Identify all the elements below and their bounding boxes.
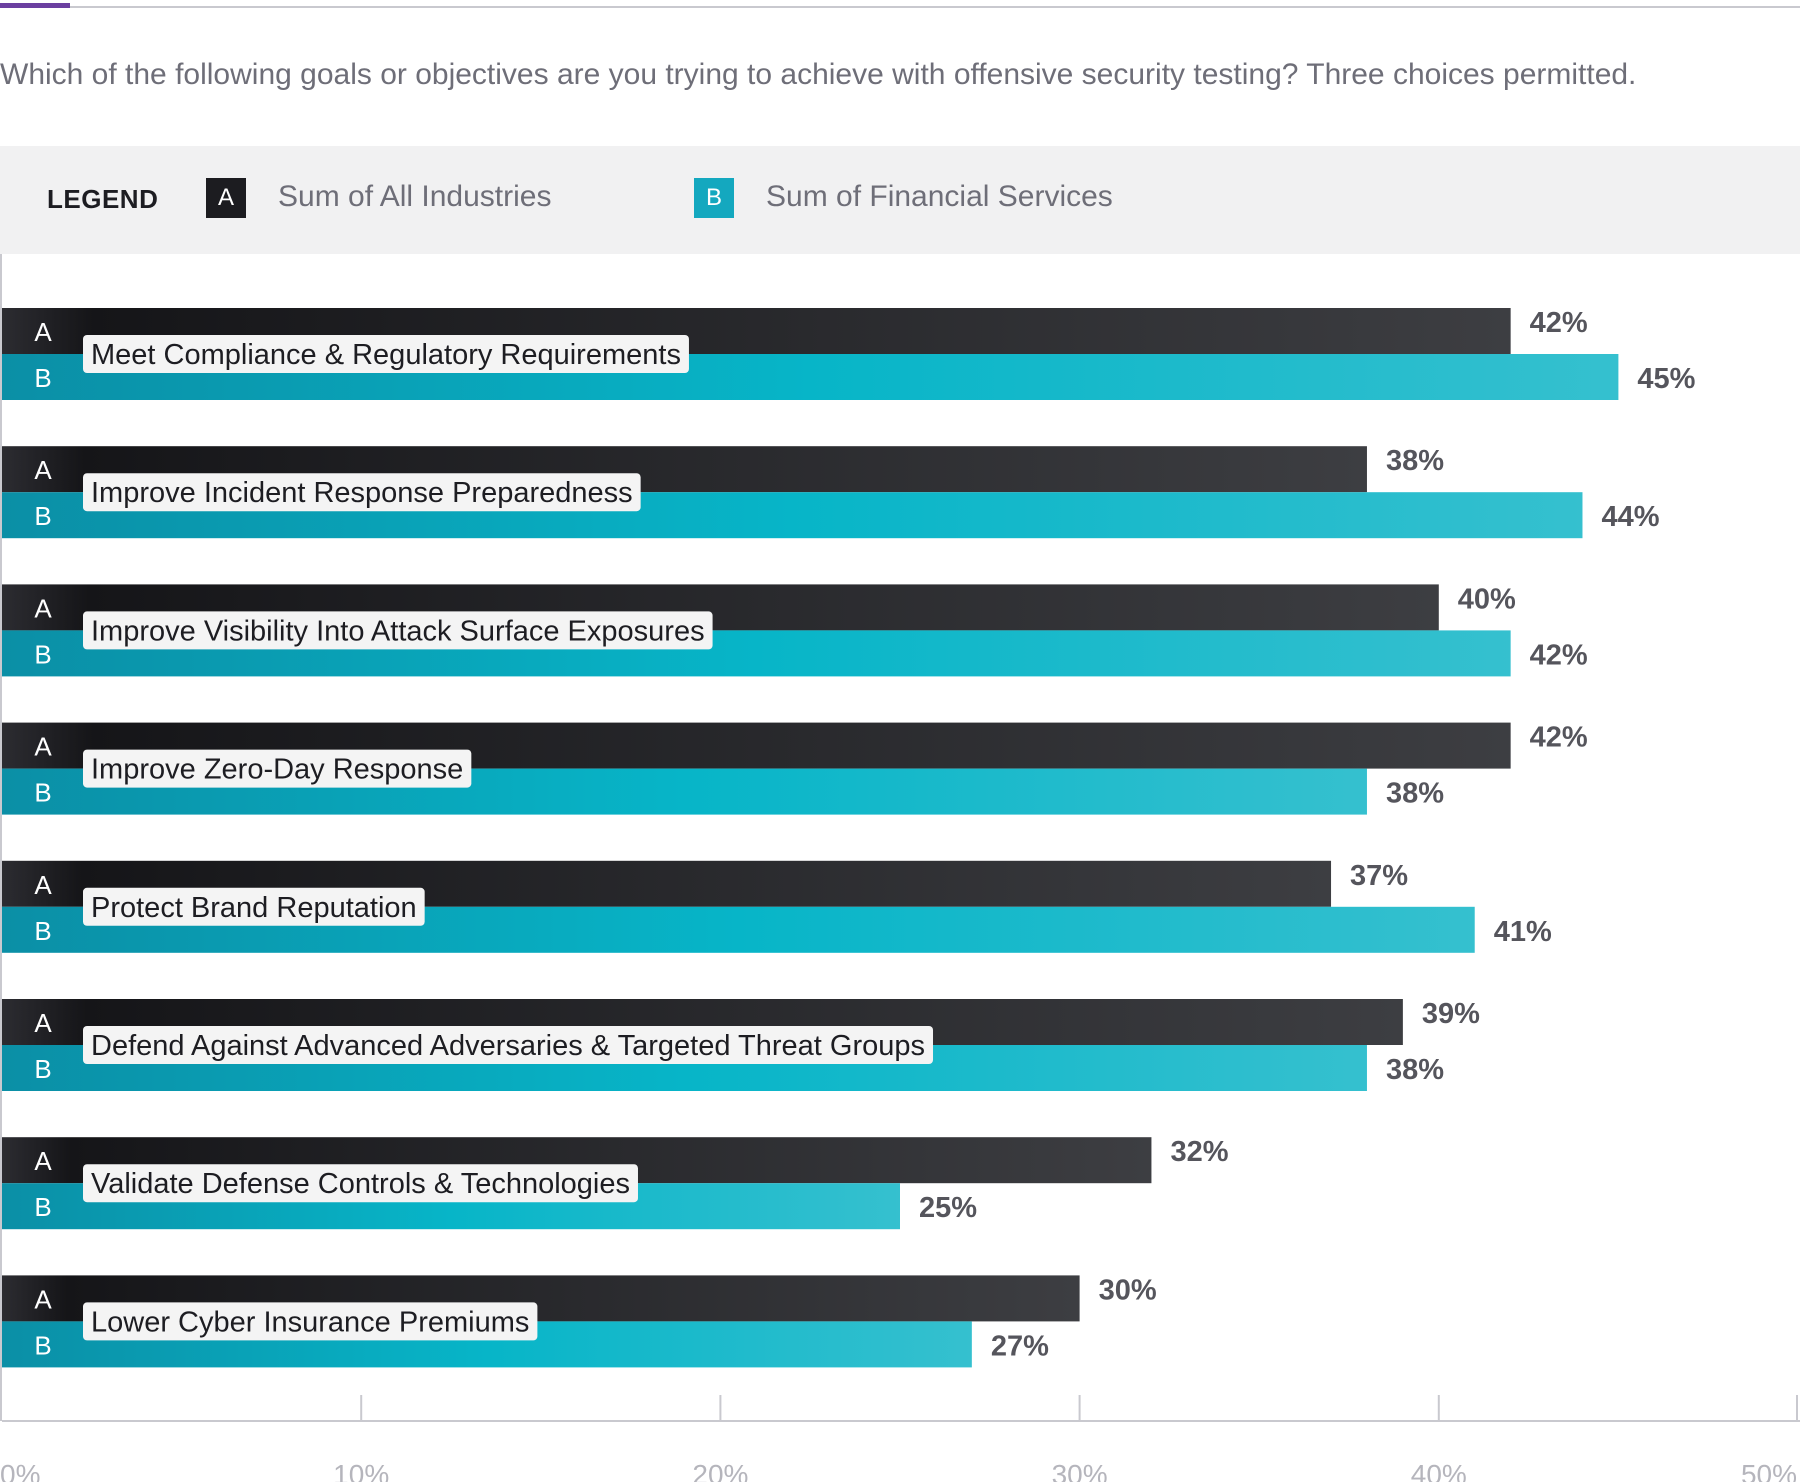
top-divider-accent [0, 3, 70, 8]
category-label-box [83, 1164, 638, 1203]
category-label-box [83, 611, 713, 650]
x-tick-label: 20% [692, 1459, 748, 1482]
value-label-b: 44% [1601, 501, 1659, 533]
bar-letter-a: A [34, 732, 52, 762]
value-label-b: 42% [1530, 639, 1588, 671]
category-label-box [83, 1026, 934, 1064]
value-label-b: 45% [1637, 363, 1695, 395]
chart-legend: LEGEND A Sum of All Industries B Sum of … [0, 146, 1800, 254]
value-label-a: 32% [1170, 1136, 1228, 1168]
x-tick-label: 40% [1411, 1459, 1467, 1482]
bar-letter-b: B [34, 1054, 51, 1084]
category-label-box [83, 749, 472, 788]
legend-label-b: Sum of Financial Services [766, 180, 1113, 213]
category-label-box [83, 1302, 538, 1341]
bar-letter-a: A [34, 317, 52, 347]
bar-letter-b: B [34, 363, 51, 393]
bar-letter-b: B [34, 1330, 51, 1360]
value-label-b: 27% [991, 1330, 1049, 1362]
value-label-a: 40% [1458, 583, 1516, 615]
category-label: Protect Brand Reputation [91, 892, 417, 924]
value-label-b: 25% [919, 1192, 977, 1224]
category-label: Validate Defense Controls & Technologies [91, 1168, 630, 1200]
category-label: Meet Compliance & Regulatory Requirement… [91, 339, 681, 371]
x-tick-label: 30% [1052, 1459, 1108, 1482]
category-label: Improve Zero-Day Response [91, 754, 463, 786]
bar-letter-b: B [34, 1192, 51, 1222]
bar-letter-a: A [34, 870, 52, 900]
bar-letter-b: B [34, 501, 51, 531]
bar-letter-b: B [34, 639, 51, 669]
x-tick-label: 50% [1741, 1459, 1797, 1482]
value-label-b: 38% [1386, 778, 1444, 810]
bar-letter-a: A [34, 455, 52, 485]
x-tick-label: 0% [0, 1459, 40, 1482]
legend-title: LEGEND [47, 184, 159, 214]
value-label-a: 39% [1422, 998, 1480, 1030]
legend-label-a: Sum of All Industries [278, 180, 552, 213]
category-label-box [83, 473, 641, 512]
legend-swatch-b: B [694, 178, 734, 218]
bar-letter-a: A [34, 593, 52, 623]
value-label-b: 41% [1494, 916, 1552, 948]
legend-swatch-a: A [206, 178, 246, 218]
top-divider [0, 6, 1800, 8]
value-label-a: 38% [1386, 445, 1444, 477]
value-label-b: 38% [1386, 1054, 1444, 1086]
value-label-a: 42% [1530, 722, 1588, 754]
value-label-a: 30% [1099, 1274, 1157, 1306]
value-label-a: 37% [1350, 860, 1408, 892]
category-label: Improve Incident Response Preparedness [91, 477, 633, 509]
x-tick-label: 10% [333, 1459, 389, 1482]
bar-letter-a: A [34, 1146, 52, 1176]
bar-letter-b: B [34, 778, 51, 808]
survey-question: Which of the following goals or objectiv… [0, 58, 1637, 91]
bar-letter-a: A [34, 1008, 52, 1038]
category-label-box [83, 887, 425, 926]
value-label-a: 42% [1530, 307, 1588, 339]
bar-letter-a: A [34, 1284, 52, 1314]
category-label: Lower Cyber Insurance Premiums [91, 1306, 529, 1338]
bar-letter-b: B [34, 916, 51, 946]
category-label-box [83, 335, 689, 373]
category-label: Defend Against Advanced Adversaries & Ta… [91, 1030, 925, 1062]
category-label: Improve Visibility Into Attack Surface E… [91, 615, 705, 647]
